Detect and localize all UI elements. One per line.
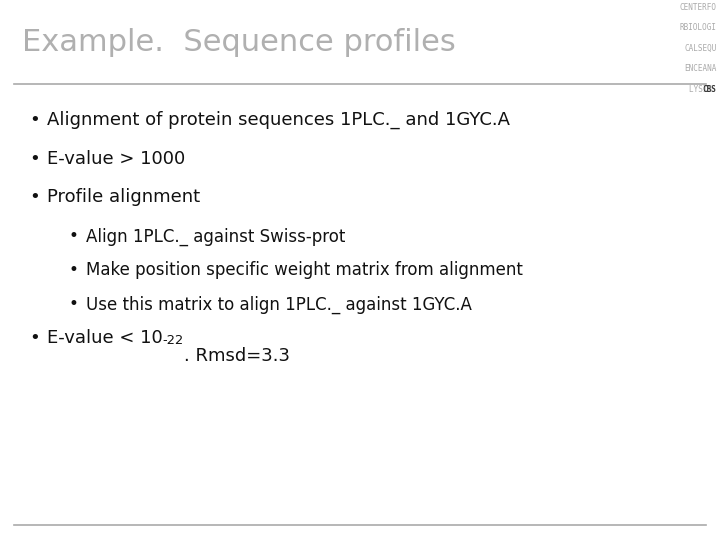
Text: •: •	[68, 295, 78, 313]
Text: . Rmsd=3.3: . Rmsd=3.3	[184, 347, 289, 366]
Text: CALSEQU: CALSEQU	[684, 44, 716, 53]
Text: -22: -22	[163, 334, 184, 347]
Text: •: •	[29, 111, 40, 129]
Text: Alignment of protein sequences 1PLC._ and 1GYC.A: Alignment of protein sequences 1PLC._ an…	[47, 111, 510, 129]
Text: Profile alignment: Profile alignment	[47, 188, 200, 206]
Text: LYSIS: LYSIS	[688, 85, 716, 94]
Text: E-value > 1000: E-value > 1000	[47, 150, 185, 167]
Text: CBS: CBS	[703, 85, 716, 94]
Text: ENCEANA: ENCEANA	[684, 64, 716, 73]
Text: E-value < 10: E-value < 10	[47, 329, 163, 347]
Text: •: •	[68, 227, 78, 245]
Text: CENTERFO: CENTERFO	[680, 3, 716, 12]
Text: Use this matrix to align 1PLC._ against 1GYC.A: Use this matrix to align 1PLC._ against …	[86, 295, 472, 314]
Text: Align 1PLC._ against Swiss-prot: Align 1PLC._ against Swiss-prot	[86, 227, 346, 246]
Text: Example.  Sequence profiles: Example. Sequence profiles	[22, 28, 455, 57]
Text: •: •	[29, 150, 40, 167]
Text: •: •	[29, 329, 40, 347]
Text: •: •	[29, 188, 40, 206]
Text: RBIOLOGI: RBIOLOGI	[680, 23, 716, 32]
Text: •: •	[68, 261, 78, 279]
Text: Make position specific weight matrix from alignment: Make position specific weight matrix fro…	[86, 261, 523, 279]
